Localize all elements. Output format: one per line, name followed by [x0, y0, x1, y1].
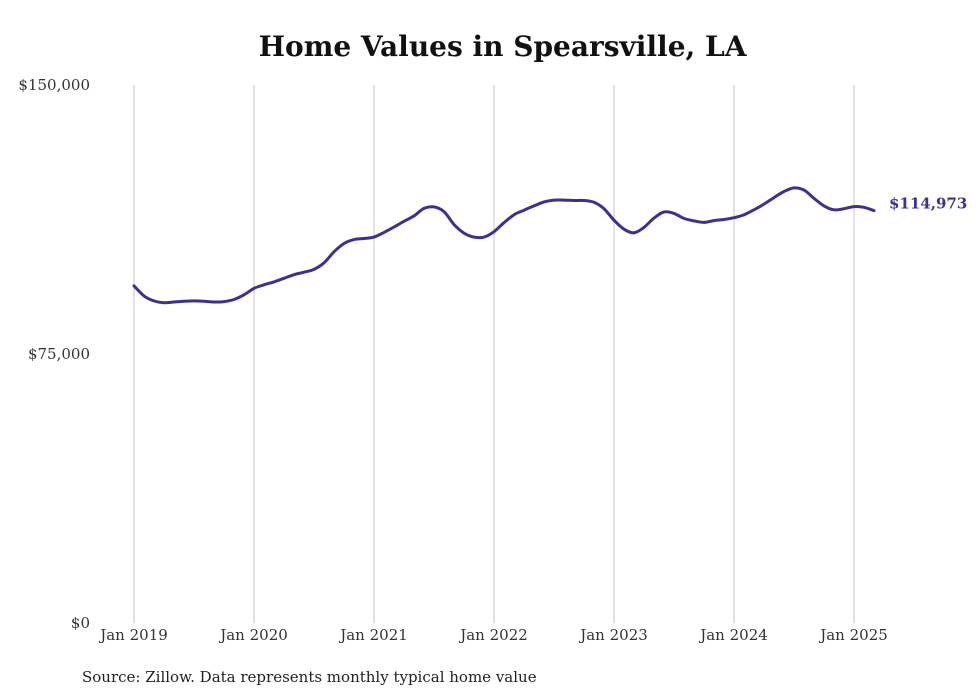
series-layer: $114,973: [132, 186, 967, 305]
x-tick-label: Jan 2025: [818, 626, 888, 644]
end-value-label: $114,973: [889, 195, 967, 213]
x-tick-label: Jan 2023: [578, 626, 648, 644]
chart-title: Home Values in Spearsville, LA: [258, 30, 747, 63]
x-tick-label: Jan 2019: [98, 626, 168, 644]
series-line: [132, 186, 876, 305]
y-tick-label: $75,000: [28, 345, 90, 363]
x-tick-label: Jan 2020: [218, 626, 288, 644]
x-tick-label: Jan 2021: [338, 626, 408, 644]
x-tick-label: Jan 2024: [698, 626, 768, 644]
gridlines: [133, 85, 855, 623]
y-axis: $0 $75,000 $150,000: [18, 76, 90, 632]
x-axis: Jan 2019 Jan 2020 Jan 2021 Jan 2022 Jan 2023…: [98, 626, 888, 644]
y-tick-label: $150,000: [18, 76, 90, 94]
source-note: Source: Zillow. Data represents monthly …: [82, 668, 537, 686]
x-tick-label: Jan 2022: [458, 626, 528, 644]
y-tick-label: $0: [71, 614, 90, 632]
